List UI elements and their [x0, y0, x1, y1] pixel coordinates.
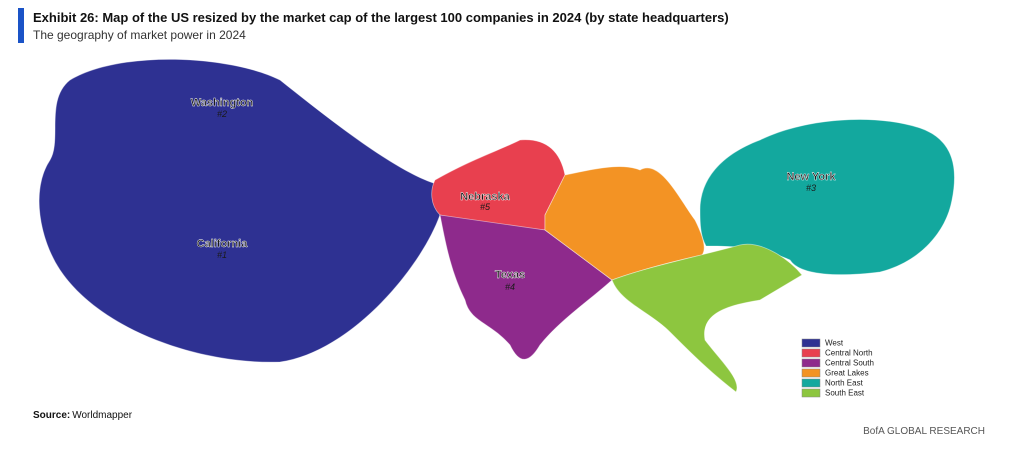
- title-accent: [18, 8, 24, 43]
- legend-swatch: [801, 388, 821, 398]
- subtitle: The geography of market power in 2024: [33, 28, 246, 42]
- legend-swatch: [801, 368, 821, 378]
- region-rank: #1: [217, 250, 227, 260]
- source-text: Worldmapper: [72, 410, 133, 421]
- source-label: Source:: [33, 410, 70, 421]
- map: [38, 58, 955, 393]
- region-rank: #5: [480, 202, 491, 212]
- legend-label: West: [825, 339, 844, 348]
- legend-swatch: [801, 348, 821, 358]
- legend-swatch: [801, 338, 821, 348]
- region-rank: #2: [217, 109, 227, 119]
- region-label: Nebraska: [460, 191, 510, 203]
- region-rank: #4: [505, 282, 515, 292]
- region-label: California: [197, 238, 249, 250]
- region-north-east: [699, 119, 955, 276]
- legend-label: Central North: [825, 349, 873, 358]
- region-west: [38, 58, 441, 363]
- legend-label: South East: [825, 389, 865, 398]
- title: Exhibit 26: Map of the US resized by the…: [33, 10, 729, 25]
- region-south-east: [611, 243, 803, 393]
- region-labels: Washington #2 California #1 Nebraska #5 …: [191, 97, 837, 292]
- footer: BofA GLOBAL RESEARCH: [863, 426, 985, 437]
- source: Source: Worldmapper: [33, 410, 133, 421]
- region-label: New York: [786, 171, 836, 183]
- legend-swatch: [801, 358, 821, 368]
- region-central-north: [431, 139, 566, 231]
- legend-label: Great Lakes: [825, 369, 869, 378]
- legend-label: Central South: [825, 359, 874, 368]
- region-label: Washington: [191, 97, 254, 109]
- legend-label: North East: [825, 379, 864, 388]
- legend-swatch: [801, 378, 821, 388]
- region-rank: #3: [806, 183, 816, 193]
- region-label: Texas: [495, 269, 525, 281]
- region-central-south: [439, 214, 613, 360]
